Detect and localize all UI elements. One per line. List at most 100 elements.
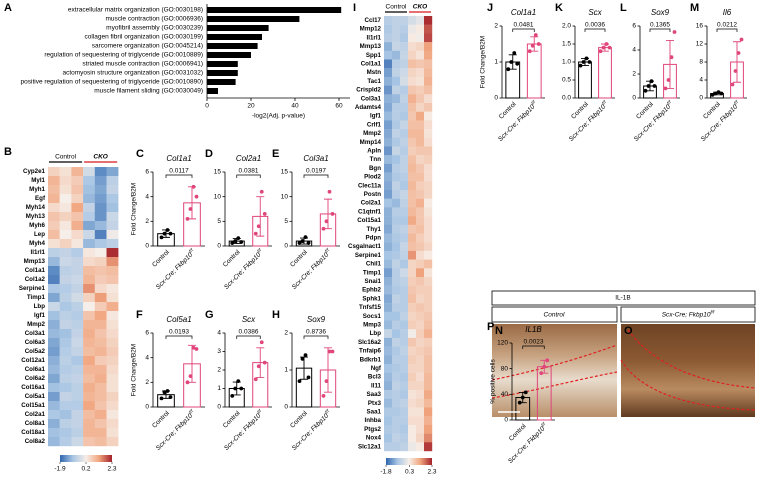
heatmap-cell [392,372,401,382]
category-label: Scx-Cre; Fkbp10f/f [222,408,266,452]
gene-label: Sphk1 [362,295,381,302]
significance-bracket [236,335,261,339]
significance-bracket [236,174,261,178]
heatmap-cell [416,329,425,339]
panel-letter: P [487,321,494,333]
gene-label: Serpine1 [19,285,46,292]
tissue-boundary [491,344,618,381]
heatmap-cell [384,42,393,51]
heatmap-cell [106,374,119,384]
heatmap-cell [408,390,417,399]
heatmap-cell [392,294,401,304]
heatmap-cell [400,424,409,434]
heatmap-cell [424,381,433,391]
y-tick-label: 120 [497,340,508,347]
gene-label: Slc16a2 [358,339,382,346]
y-tick-label: 15 [281,169,289,176]
significance-bracket [716,28,738,32]
y-tick-label: 10 [281,193,289,200]
heatmap-cell [106,257,119,267]
gene-label: Mstn [367,69,382,76]
heatmap-cell [94,419,107,429]
heatmap-cell [59,383,72,393]
histology-image [492,324,617,417]
category-label: striated muscle contraction (GO:0006941) [82,61,203,68]
category-label: collagen fibril organization (GO:0030199… [84,34,203,41]
category-label: actomyosin structure organization (GO:00… [62,70,203,77]
heatmap-cell [48,383,60,393]
gene-label: Ngf [371,365,382,372]
heatmap-cell [392,424,401,434]
data-point [324,379,329,383]
heatmap-cell [392,207,401,217]
data-point [581,60,586,64]
gene-label: Myh13 [26,213,46,220]
heatmap-cell [94,167,107,177]
heatmap-cell [71,284,84,294]
heatmap-cell [408,181,417,191]
heatmap-cell [424,268,433,278]
label-sup: f/f [733,99,740,106]
heatmap-cell [83,302,95,312]
heatmap-cell [392,364,401,373]
gene-label: Adamts4 [355,104,382,111]
heatmap-cell [384,137,393,147]
category-label: positive regulation of sequestering of t… [21,79,203,86]
gene-label: Cyp2e1 [23,168,46,175]
heatmap-cell [392,311,401,321]
heatmap-cell [94,374,107,384]
heatmap-cell [384,303,393,312]
significance-bracket [584,28,606,32]
heatmap-cell [384,407,393,417]
heatmap-cell [106,293,119,303]
label-box [491,306,618,323]
heatmap-cell [71,311,84,321]
y-tick-label: 0 [284,243,288,250]
heatmap-cell [408,68,417,78]
gene-label: Csgalnact1 [348,243,382,250]
label-sup: f/f [540,421,547,428]
significance-bracket [649,28,671,32]
label-text: Scx-Cre; Fkbp10 [662,311,711,318]
data-point [236,236,241,241]
data-point [194,194,199,199]
heatmap-cell [400,120,409,130]
heatmap-cell [71,437,84,447]
y-tick-label: 1.5 [562,41,571,48]
data-point [230,394,235,398]
heatmap-cell [400,311,409,321]
heatmap-cell [48,347,60,357]
y-tick-label: 0 [632,95,636,102]
heatmap-cell [384,68,393,78]
gene-label: Lbp [34,303,46,310]
gene-label: Clec11a [358,182,382,189]
heatmap-cell [408,364,417,373]
heatmap-cell [392,181,401,191]
gene-label: Crlf1 [367,121,382,128]
heatmap-cell [416,172,425,182]
heatmap-cell [392,242,401,252]
gene-label: Il1rl1 [31,249,46,256]
error-bar [733,41,741,83]
heatmap-cell [59,374,72,384]
p-value: 0.0036 [585,22,605,29]
heatmap-cell [416,155,425,165]
heatmap-cell [408,381,417,391]
data-point [191,184,196,189]
heatmap-cell [408,224,417,234]
y-tick-label: 0 [217,243,221,250]
heatmap-cell [416,346,425,356]
heatmap-cell [424,181,433,191]
bar [207,43,258,49]
heatmap-cell [392,24,401,34]
heatmap-cell [400,85,409,95]
heatmap-cell [83,230,95,240]
heatmap-cell [59,176,72,186]
data-point [303,353,308,358]
heatmap-cell [48,212,60,222]
heatmap-cell [384,337,393,347]
heatmap-cell [384,103,393,112]
data-point [713,91,718,96]
y-tick-label: 4 [699,77,703,84]
heatmap-cell [400,242,409,252]
